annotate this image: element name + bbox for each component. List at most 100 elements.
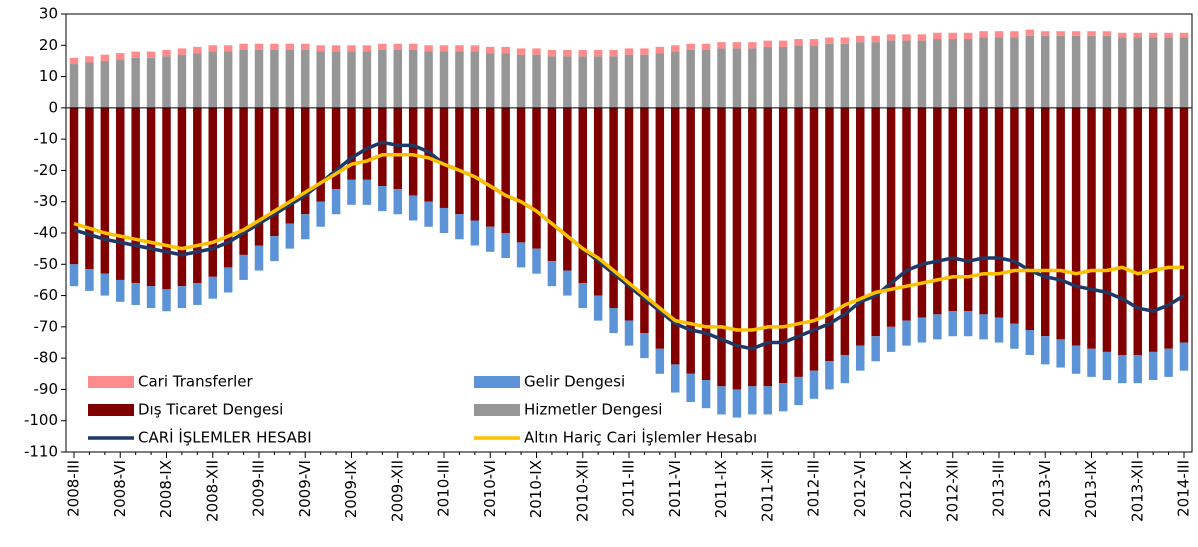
bar [547, 261, 557, 287]
bar [609, 49, 618, 57]
bar [917, 34, 927, 41]
bar [347, 179, 356, 205]
bar [85, 62, 94, 108]
bar [732, 389, 742, 418]
bar [270, 236, 279, 262]
bar [162, 49, 171, 57]
bar [378, 49, 387, 108]
bar [948, 107, 957, 312]
bar [331, 51, 341, 108]
x-tick-label: 2011-VI [666, 460, 684, 517]
bar [763, 386, 772, 415]
bar [116, 279, 125, 302]
bar [593, 107, 603, 296]
x-tick-label: 2008-XII [203, 460, 221, 522]
bar [840, 107, 850, 356]
bar [963, 107, 973, 312]
y-tick-label: 0 [48, 98, 58, 116]
x-tick-label: 2013-IX [1082, 460, 1100, 518]
y-tick-label: -50 [34, 255, 59, 273]
bar [85, 268, 94, 291]
bar [748, 42, 757, 49]
bar [131, 57, 140, 108]
bar [840, 43, 850, 108]
bar [902, 40, 911, 108]
x-tick-label: 2013-XII [1128, 460, 1146, 522]
bar [994, 317, 1004, 343]
bar [732, 107, 742, 390]
bar [624, 54, 634, 108]
bar [1056, 339, 1065, 368]
bar [1148, 107, 1158, 352]
x-tick-label: 2010-III [435, 460, 453, 517]
bar [748, 107, 757, 387]
legend-swatch [88, 404, 134, 416]
bar [933, 39, 942, 108]
bar [578, 107, 587, 284]
bar [624, 48, 634, 55]
y-tick-label: -80 [34, 349, 59, 367]
bar [100, 54, 110, 61]
bar [146, 51, 156, 58]
bar [933, 314, 942, 340]
bar [1010, 37, 1019, 108]
bar [1133, 355, 1142, 384]
bar [331, 189, 341, 215]
bar [794, 39, 803, 46]
bar [532, 248, 541, 274]
x-tick-label: 2014-III [1175, 460, 1193, 517]
bar [516, 54, 526, 108]
bar [100, 60, 110, 108]
bar [146, 107, 156, 287]
bar [1041, 35, 1050, 108]
bar [270, 43, 279, 50]
x-tick-label: 2013-VI [1036, 460, 1054, 517]
bar [532, 48, 541, 55]
bar [1010, 107, 1019, 324]
bar [1148, 37, 1158, 108]
bar [501, 107, 510, 233]
bar [686, 43, 695, 50]
bar [1118, 37, 1127, 108]
bar [362, 45, 372, 52]
bar [979, 31, 988, 38]
bar [208, 51, 217, 108]
bar [301, 107, 310, 215]
bar [1179, 342, 1189, 371]
bar [593, 49, 603, 57]
bar [1118, 107, 1127, 356]
bar [902, 320, 911, 346]
bar [563, 270, 572, 296]
bar [979, 314, 988, 340]
bar [671, 107, 680, 365]
bar [393, 107, 402, 190]
bar [825, 43, 834, 108]
bar [624, 320, 634, 346]
bar [316, 107, 325, 202]
bar [347, 107, 356, 180]
bar [301, 43, 310, 50]
bar [778, 46, 788, 108]
y-tick-label: -100 [24, 411, 58, 429]
bar [270, 49, 279, 108]
bar [177, 286, 187, 309]
bar [455, 45, 464, 52]
bar [1118, 355, 1127, 384]
x-tick-label: 2012-XII [943, 460, 961, 522]
bar [578, 283, 587, 309]
bar [686, 49, 695, 108]
y-tick-label: -60 [34, 286, 59, 304]
bar [486, 46, 495, 54]
legend-label: Dış Ticaret Dengesi [138, 401, 283, 419]
bar [131, 51, 140, 58]
bar [116, 53, 125, 60]
bar [1133, 32, 1142, 38]
bar [640, 107, 649, 334]
bar [979, 107, 988, 315]
bar [439, 107, 449, 208]
bar [748, 48, 757, 108]
bar [439, 51, 449, 108]
legend-label: Cari Transferler [138, 373, 253, 391]
bar [285, 49, 295, 108]
